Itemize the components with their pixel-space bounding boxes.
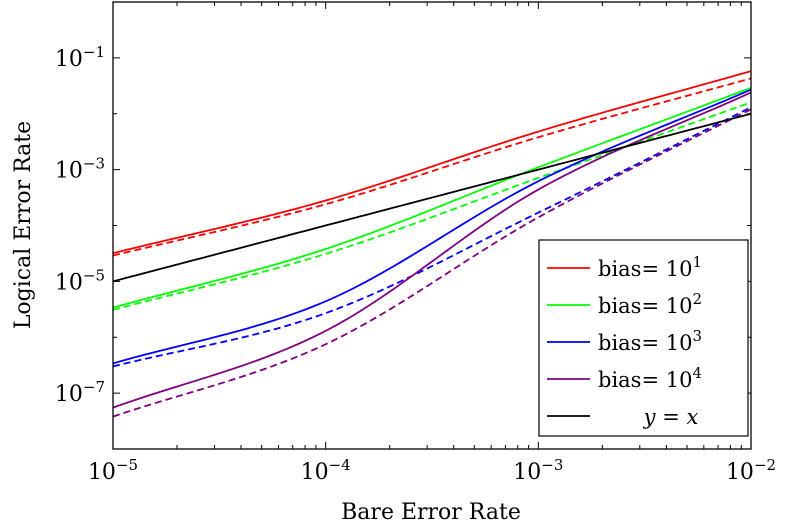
- series-line-5-solid: [113, 88, 751, 365]
- series-line-7-solid: [113, 91, 751, 409]
- svg-text:10−2: 10−2: [726, 456, 776, 485]
- x-tick-label: 10−2: [726, 456, 776, 485]
- svg-text:10−7: 10−7: [55, 378, 105, 407]
- x-axis-label: Bare Error Rate: [341, 500, 521, 525]
- legend-label: y = x: [643, 405, 699, 429]
- x-tick-label: 10−3: [513, 456, 563, 485]
- series-line-9-solid: [113, 112, 751, 283]
- y-tick-label: 10−3: [55, 155, 105, 184]
- svg-text:10−3: 10−3: [55, 155, 105, 184]
- series-line-8-dashed: [113, 108, 751, 418]
- svg-text:10−1: 10−1: [55, 43, 105, 72]
- series-line-2-dashed: [113, 77, 751, 257]
- y-tick-label: 10−5: [55, 266, 105, 295]
- y-axis-label: Logical Error Rate: [11, 121, 36, 329]
- legend-label: bias= 104: [598, 364, 702, 392]
- svg-text:10−5: 10−5: [88, 456, 138, 485]
- svg-text:10−4: 10−4: [301, 456, 351, 485]
- y-tick-label: 10−7: [55, 378, 105, 407]
- svg-text:10−3: 10−3: [513, 456, 563, 485]
- series-line-6-dashed: [113, 106, 751, 368]
- x-tick-label: 10−5: [88, 456, 138, 485]
- x-tick-label: 10−4: [301, 456, 351, 485]
- legend-label: bias= 102: [598, 290, 702, 318]
- y-tick-label: 10−1: [55, 43, 105, 72]
- legend-label: bias= 103: [598, 327, 702, 355]
- series-line-4-dashed: [113, 101, 751, 311]
- legend-label: bias= 101: [598, 253, 702, 281]
- series-line-1-solid: [113, 70, 751, 255]
- svg-text:10−5: 10−5: [55, 266, 105, 295]
- legend-box: [538, 239, 749, 437]
- series-line-3-solid: [113, 87, 751, 309]
